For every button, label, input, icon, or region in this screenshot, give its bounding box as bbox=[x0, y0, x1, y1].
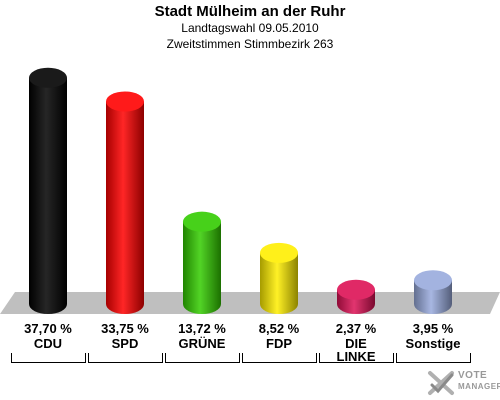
category-bracket bbox=[88, 353, 163, 363]
bar-cdu bbox=[29, 77, 67, 314]
bar-grüne bbox=[183, 221, 221, 314]
category-label: Sonstige bbox=[405, 336, 461, 351]
value-label: 8,52 % bbox=[258, 321, 300, 336]
category-bracket bbox=[319, 353, 394, 363]
category-label: FDP bbox=[266, 336, 292, 351]
bar-top-sonstige bbox=[414, 270, 452, 291]
bar-spd bbox=[106, 101, 144, 314]
vote-manager-logo bbox=[426, 367, 496, 397]
logo-text-vote: VOTE bbox=[458, 370, 488, 381]
value-label: 33,75 % bbox=[101, 321, 149, 336]
category-bracket bbox=[396, 353, 471, 363]
logo-text-manager: MANAGER bbox=[458, 382, 500, 391]
value-label: 37,70 % bbox=[24, 321, 72, 336]
value-label: 3,95 % bbox=[412, 321, 454, 336]
bar-top-spd bbox=[106, 91, 144, 112]
value-label: 2,37 % bbox=[335, 321, 377, 336]
category-label: GRÜNE bbox=[178, 336, 226, 351]
category-bracket bbox=[11, 353, 86, 363]
bar-top-die-linke bbox=[337, 279, 375, 300]
category-bracket bbox=[165, 353, 240, 363]
chart-subtitle-district: Zweitstimmen Stimmbezirk 263 bbox=[166, 37, 334, 51]
bar-top-cdu bbox=[29, 67, 67, 88]
checkmark-x-icon bbox=[428, 371, 454, 395]
chart-title: Stadt Mülheim an der Ruhr bbox=[154, 3, 346, 20]
bar-group bbox=[29, 67, 452, 314]
category-label: CDU bbox=[33, 336, 63, 351]
bar-top-fdp bbox=[260, 242, 298, 263]
category-bracket bbox=[242, 353, 317, 363]
chart-subtitle-election: Landtagswahl 09.05.2010 bbox=[181, 21, 319, 35]
category-label: SPD bbox=[111, 336, 139, 351]
category-label: DIE LINKE bbox=[336, 336, 376, 364]
bar-top-grüne bbox=[183, 211, 221, 232]
bar-fdp bbox=[260, 252, 298, 314]
value-label: 13,72 % bbox=[178, 321, 226, 336]
